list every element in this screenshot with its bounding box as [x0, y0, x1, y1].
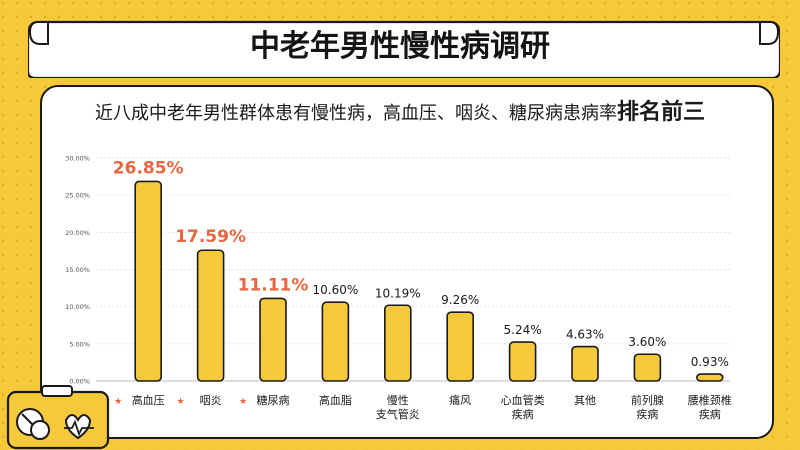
title-banner	[28, 20, 780, 78]
y-tick-label: 25.00%	[65, 192, 90, 200]
x-tick-label: 腰椎颈椎	[688, 393, 732, 407]
y-tick-label: 0.00%	[69, 378, 90, 386]
data-label: 3.60%	[628, 335, 666, 349]
medical-kit-icon	[6, 385, 110, 450]
bar	[196, 249, 225, 382]
bar	[633, 353, 662, 382]
data-label: 5.24%	[504, 323, 542, 337]
data-label: 0.93%	[691, 355, 729, 369]
page-subtitle: 近八成中老年男性群体患有慢性病，高血压、咽炎、糖尿病患病率排名前三	[0, 100, 800, 126]
data-label: 10.60%	[313, 283, 359, 297]
y-tick-label: 10.00%	[65, 303, 90, 311]
subtitle-text: 近八成中老年男性群体患有慢性病，高血压、咽炎、糖尿病患病率	[94, 103, 617, 124]
subtitle-highlight: 排名前三	[616, 100, 705, 125]
x-tick-label: 其他	[574, 394, 596, 407]
bar	[383, 304, 412, 382]
data-label: 11.11%	[238, 275, 309, 295]
bar	[446, 311, 475, 382]
bar	[508, 341, 537, 382]
x-tick-label: 心血管类	[501, 393, 545, 407]
page-title: 中老年男性慢性病调研	[250, 29, 550, 64]
star-icon: ★	[114, 397, 122, 407]
data-label: 17.59%	[175, 227, 246, 247]
bar	[571, 345, 599, 382]
y-tick-label: 15.00%	[65, 266, 90, 274]
x-tick-label: 高血压	[132, 393, 165, 407]
x-tick-label: 前列腺	[631, 393, 664, 407]
data-label: 9.26%	[441, 293, 479, 307]
bar	[134, 180, 162, 382]
x-tick-label: 高血脂	[319, 393, 352, 407]
data-label: 26.85%	[113, 158, 184, 178]
x-tick-label: 慢性	[387, 393, 409, 407]
bar	[695, 373, 724, 382]
star-icon: ★	[177, 397, 185, 407]
data-label: 4.63%	[566, 328, 604, 342]
bar	[259, 297, 287, 382]
y-tick-label: 30.00%	[65, 155, 90, 163]
x-tick-label: 疾病	[512, 407, 534, 421]
bar	[321, 301, 350, 382]
x-tick-label: 咽炎	[200, 394, 222, 407]
x-tick-label: 支气管炎	[376, 407, 420, 421]
y-tick-label: 20.00%	[65, 229, 90, 237]
x-tick-label: 疾病	[699, 407, 721, 421]
x-tick-label: 痛风	[449, 393, 471, 407]
x-tick-label: 疾病	[636, 407, 658, 421]
x-tick-label: 糖尿病	[257, 393, 290, 407]
data-label: 10.19%	[375, 286, 421, 300]
star-icon: ★	[239, 397, 247, 407]
y-tick-label: 5.00%	[69, 340, 90, 348]
